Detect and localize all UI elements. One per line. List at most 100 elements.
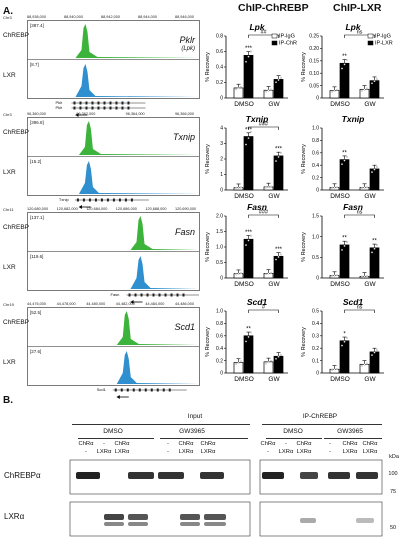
data-point <box>235 88 237 91</box>
data-point <box>331 186 333 189</box>
wb-bands <box>69 459 383 537</box>
panel-b-label: B. <box>3 395 13 406</box>
chart-gene-title: Txnip <box>342 114 365 124</box>
data-point <box>265 186 267 189</box>
data-point <box>376 166 378 168</box>
y-tick-label: 0.8 <box>216 34 223 40</box>
data-point <box>237 186 240 189</box>
data-point <box>275 357 277 360</box>
y-tick-label: 0.8 <box>216 321 223 327</box>
data-point <box>237 87 240 90</box>
data-point <box>247 335 250 338</box>
data-point <box>373 168 376 171</box>
wb-band <box>204 514 226 520</box>
track-coord: 120,690,000 <box>175 207 197 211</box>
lxr-scale: [8.7] <box>30 62 39 67</box>
exon <box>115 101 118 105</box>
exon <box>127 101 130 105</box>
x-group-label: GW <box>364 101 376 108</box>
wb-band-lower <box>128 522 148 526</box>
y-tick-label: 0 <box>316 96 319 102</box>
data-point <box>280 253 282 256</box>
wb-band-lower <box>204 522 226 526</box>
exon <box>97 101 100 105</box>
lane-label-chrebp: ChREBP <box>3 32 30 39</box>
track-coord: 96,364,000 <box>125 112 145 116</box>
significance-stars: ** <box>342 54 347 60</box>
track-coord: 88,938,000 <box>27 15 47 19</box>
data-point <box>280 151 282 154</box>
wb-input-title: Input <box>187 413 203 420</box>
data-point <box>373 351 376 354</box>
significance-stars: ** <box>342 150 347 156</box>
data-point <box>361 364 363 367</box>
y-tick-label: 1.0 <box>312 234 319 240</box>
y-tick-label: 0.1 <box>312 358 319 364</box>
wb-marker-75: 75 <box>389 489 397 495</box>
exon <box>94 198 97 202</box>
data-point <box>245 60 247 63</box>
transcript-label: Pklr <box>55 105 63 110</box>
exon <box>124 198 127 202</box>
exon <box>168 388 171 392</box>
track-svg <box>27 117 200 196</box>
wb-kda: kDa <box>389 454 399 460</box>
data-point <box>247 55 250 58</box>
exon <box>118 198 121 202</box>
data-point <box>240 272 242 275</box>
y-axis-label: % Recovery <box>301 232 307 262</box>
legend-swatch <box>367 40 374 46</box>
y-tick-label: 0 <box>220 188 223 194</box>
track-coord: 44,476,000 <box>27 302 47 306</box>
chart-gene-title: Fasn <box>247 202 267 212</box>
transcript-label: Scd1 <box>96 387 106 392</box>
exon <box>152 293 155 297</box>
data-point <box>270 271 272 274</box>
data-point <box>363 186 366 189</box>
wb-band <box>128 514 148 520</box>
wb-lane-row1: ChRα <box>260 441 276 447</box>
y-tick-label: 1.5 <box>312 214 319 220</box>
y-tick-label: 4 <box>220 126 223 132</box>
exon <box>121 106 124 110</box>
exon <box>164 293 167 297</box>
y-tick-label: 0.4 <box>312 321 319 327</box>
wb-band-lxr: LXRα <box>4 512 25 521</box>
transcript-svg <box>126 293 199 304</box>
exon <box>121 101 124 105</box>
wb-marker-100: 100 <box>388 471 398 477</box>
y-tick-label: 0.15 <box>309 59 319 65</box>
chip-lxr-chart: Scd1 0 0.1 0.2 0.3 0.4 0.5 % Recovery * ns DMSO GW <box>301 297 384 383</box>
lane-label-lxr: LXR <box>3 359 16 366</box>
exon <box>156 388 159 392</box>
x-group-label: GW <box>268 193 280 200</box>
data-point <box>361 275 363 278</box>
exon <box>85 106 88 110</box>
data-point <box>376 244 378 247</box>
exon <box>126 388 129 392</box>
exon <box>76 198 79 202</box>
exon <box>106 198 109 202</box>
wb-lane-row1: ChRα <box>178 441 194 447</box>
wb-band <box>128 472 154 479</box>
lane-label-chrebp: ChREBP <box>3 224 30 231</box>
panel-a-label: A. <box>3 6 13 17</box>
y-tick-label: 1.0 <box>216 245 223 251</box>
x-group-label: DMSO <box>234 281 254 288</box>
data-point <box>361 186 363 189</box>
y-tick-label: 0 <box>316 276 319 282</box>
lxr-scale: [15.2] <box>30 159 42 164</box>
significance-stars: *** <box>245 230 253 236</box>
data-point <box>275 160 277 162</box>
data-point <box>371 354 373 357</box>
data-point <box>376 349 378 351</box>
bracket-label: ns <box>357 305 363 311</box>
track-coord: 96,366,000 <box>175 112 195 116</box>
bracket-label: ## <box>260 30 267 36</box>
bracket-label: ### <box>259 210 269 216</box>
wb-band-lower <box>180 522 200 526</box>
y-tick-label: 0 <box>316 188 319 194</box>
lxr-scale: [27.6] <box>30 349 42 354</box>
chip-lxr-chart: Txnip 0 0.2 0.4 0.6 0.8 1.0 % Recovery ** DMSO GW <box>301 114 384 200</box>
